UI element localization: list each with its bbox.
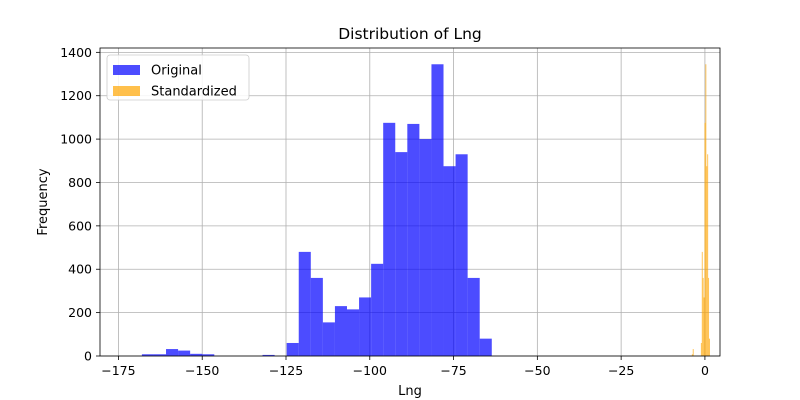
bar-original (359, 297, 372, 356)
y-tick-label: 600 (68, 218, 92, 233)
bar-original (310, 277, 323, 356)
bar-original (443, 166, 456, 356)
bar-original (166, 349, 179, 356)
bar-original (467, 277, 480, 356)
x-tick-label: −75 (440, 363, 466, 378)
histogram-bars (141, 64, 710, 356)
bar-standardized (706, 166, 708, 356)
x-tick-label: −50 (524, 363, 550, 378)
bar-original (141, 354, 154, 356)
legend-label-standardized: Standardized (151, 85, 237, 100)
bar-original (262, 354, 275, 356)
bar-standardized (691, 354, 693, 356)
bar-original (383, 122, 396, 356)
x-tick-label: −25 (608, 363, 634, 378)
chart-legend: Original Standardized (106, 54, 250, 101)
y-tick-label: 1000 (60, 132, 92, 147)
y-axis-label: Frequency (36, 168, 51, 235)
bar-standardized (701, 251, 703, 356)
bar-standardized (704, 122, 706, 356)
bar-standardized (707, 154, 709, 356)
legend-swatch-original (113, 65, 140, 75)
bar-original (479, 338, 492, 356)
x-axis-label: Lng (398, 384, 422, 399)
legend-swatch-standardized (113, 86, 140, 96)
y-tick-label: 800 (68, 175, 92, 190)
y-tick-label: 0 (84, 349, 92, 364)
series-original-bars (141, 64, 492, 356)
bar-original (202, 354, 215, 356)
bar-standardized (700, 342, 702, 356)
x-tick-label: −100 (353, 363, 387, 378)
x-tick-label: 0 (701, 363, 709, 378)
bar-original (346, 309, 360, 356)
bar-original (371, 263, 384, 356)
axis-ticks: −175 −150 −125 −100 −75 −50 −25 0 0 200 400 600 800 1… (60, 45, 709, 378)
legend-box (106, 54, 250, 101)
bar-original (298, 251, 311, 356)
bar-original (395, 152, 408, 356)
x-tick-label: −125 (269, 363, 303, 378)
bar-standardized (702, 277, 704, 356)
bar-standardized (703, 297, 705, 356)
bar-standardized (692, 349, 694, 356)
x-tick-label: −175 (101, 363, 135, 378)
x-tick-label: −150 (185, 363, 219, 378)
chart-title: Distribution of Lng (338, 25, 482, 43)
bar-original (190, 353, 203, 356)
bar-original (431, 64, 444, 356)
plot-area-frame (99, 47, 721, 357)
bar-original (455, 154, 468, 356)
bar-original (153, 354, 167, 356)
y-tick-label: 400 (68, 262, 92, 277)
bar-standardized (709, 338, 710, 356)
bar-standardized (708, 277, 710, 356)
bar-original (178, 350, 191, 356)
bar-original (419, 139, 432, 356)
bar-original (407, 123, 420, 356)
legend-label-original: Original (151, 64, 202, 79)
y-tick-label: 1200 (60, 88, 92, 103)
bar-original (322, 322, 335, 356)
y-tick-label: 200 (68, 305, 92, 320)
bar-original (286, 342, 299, 356)
y-tick-label: 1400 (60, 45, 92, 60)
series-standardized-bars (691, 64, 710, 356)
bar-standardized (705, 64, 707, 356)
bar-original (334, 306, 347, 356)
